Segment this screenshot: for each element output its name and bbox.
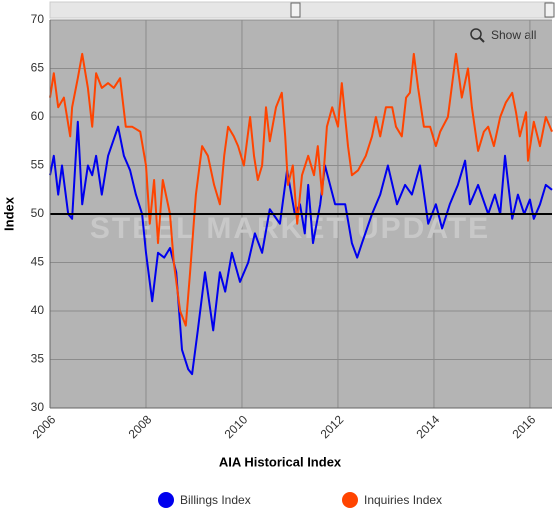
y-axis-title: Index — [1, 196, 16, 231]
x-axis-title: AIA Historical Index — [219, 454, 342, 469]
y-tick-label: 55 — [31, 158, 45, 172]
legend-label: Billings Index — [180, 493, 251, 507]
y-tick-label: 30 — [31, 400, 45, 414]
y-tick-label: 45 — [31, 255, 45, 269]
y-tick-label: 60 — [31, 109, 45, 123]
navigator-handle[interactable] — [544, 2, 555, 18]
legend-marker — [342, 492, 358, 508]
show-all-button[interactable]: Show all — [470, 28, 536, 43]
y-tick-label: 35 — [31, 352, 45, 366]
zoom-icon — [470, 28, 482, 40]
legend-marker — [158, 492, 174, 508]
line-series — [49, 52, 553, 327]
navigator-handle[interactable] — [290, 2, 301, 18]
y-tick-label: 65 — [31, 61, 45, 75]
y-tick-label: 40 — [31, 303, 45, 317]
legend-item[interactable]: Inquiries Index — [342, 492, 442, 508]
legend-label: Inquiries Index — [364, 493, 442, 507]
zoom-icon — [479, 37, 485, 43]
button-label[interactable]: Show all — [491, 28, 536, 42]
navigator[interactable] — [49, 1, 553, 19]
y-tick-label: 70 — [31, 12, 45, 26]
legend-item[interactable]: Billings Index — [158, 492, 251, 508]
y-tick-label: 50 — [31, 206, 45, 220]
